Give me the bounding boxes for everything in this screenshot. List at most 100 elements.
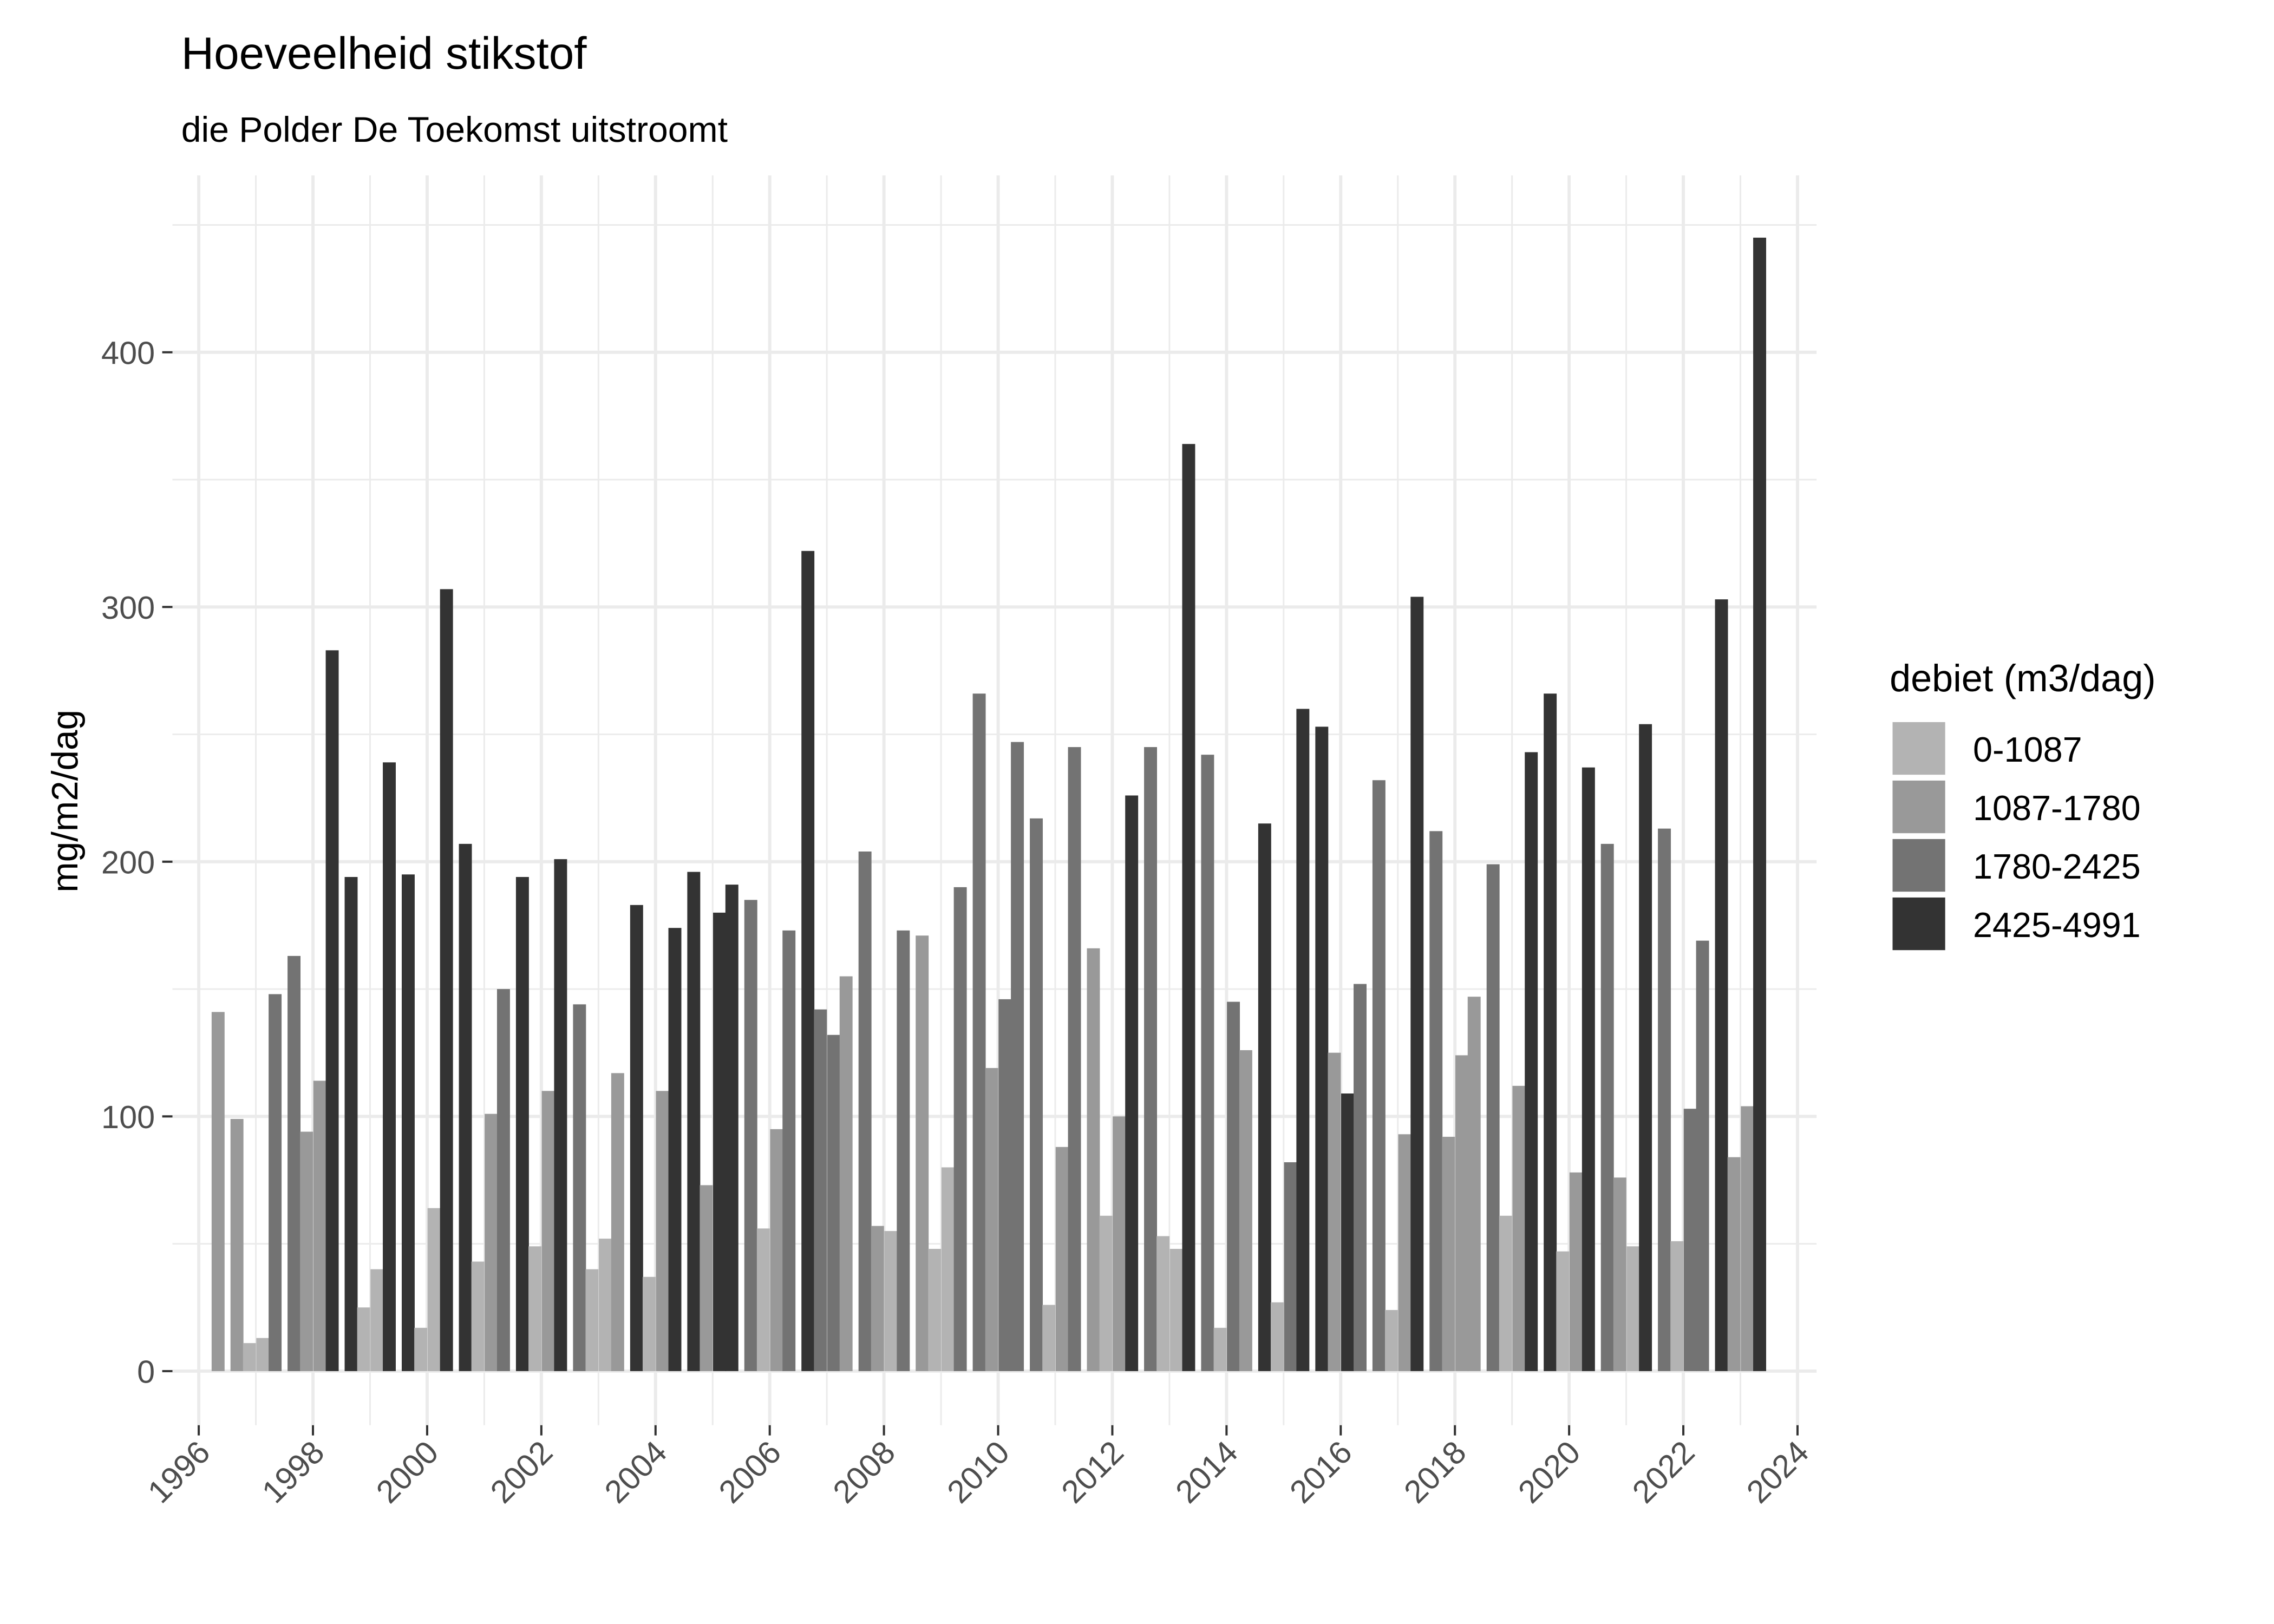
bar bbox=[839, 976, 853, 1371]
bar bbox=[1715, 599, 1728, 1371]
bar bbox=[440, 589, 453, 1371]
bar bbox=[1354, 984, 1367, 1371]
bar bbox=[1182, 444, 1195, 1371]
bar bbox=[744, 900, 757, 1371]
bar bbox=[1144, 747, 1158, 1371]
bar bbox=[1125, 795, 1139, 1371]
bar bbox=[1429, 831, 1443, 1371]
legend: debiet (m3/dag) 0-1087 1087-1780 1780-2425… bbox=[1890, 657, 2156, 951]
bar bbox=[725, 885, 739, 1371]
bar bbox=[599, 1239, 612, 1371]
bar bbox=[941, 1167, 955, 1371]
bar bbox=[541, 1091, 555, 1371]
bar bbox=[1328, 1052, 1341, 1371]
bar bbox=[1042, 1305, 1056, 1371]
legend-key bbox=[1892, 839, 1945, 892]
bar bbox=[485, 1114, 498, 1371]
bars bbox=[211, 238, 1766, 1371]
bar bbox=[1696, 940, 1709, 1371]
bar bbox=[496, 989, 510, 1371]
bar bbox=[1467, 997, 1481, 1371]
bar bbox=[713, 912, 726, 1371]
bar bbox=[402, 874, 415, 1371]
bar bbox=[1258, 823, 1271, 1371]
bar bbox=[427, 1208, 441, 1371]
y-tick-label: 0 bbox=[137, 1353, 155, 1390]
x-tick-label: 2000 bbox=[369, 1434, 446, 1510]
bar bbox=[916, 935, 929, 1371]
bar bbox=[668, 928, 682, 1371]
bar bbox=[256, 1338, 270, 1371]
bar bbox=[1315, 726, 1329, 1371]
bar bbox=[1442, 1136, 1455, 1371]
bar bbox=[573, 1004, 586, 1371]
bar bbox=[1296, 709, 1310, 1371]
bar bbox=[985, 1068, 998, 1371]
bar bbox=[1600, 843, 1614, 1371]
bar bbox=[770, 1129, 783, 1371]
bar bbox=[414, 1327, 428, 1371]
bar bbox=[884, 1231, 898, 1371]
bar bbox=[1341, 1093, 1354, 1371]
bar bbox=[554, 859, 567, 1371]
bar bbox=[700, 1185, 713, 1371]
legend-key bbox=[1892, 780, 1945, 834]
bar bbox=[928, 1249, 942, 1371]
bar bbox=[313, 1081, 326, 1371]
y-tick-label: 100 bbox=[101, 1099, 155, 1135]
bar bbox=[1011, 742, 1024, 1371]
bar bbox=[972, 693, 986, 1371]
x-tick-label: 2006 bbox=[711, 1434, 788, 1510]
y-tick-label: 400 bbox=[101, 335, 155, 371]
bar bbox=[827, 1034, 840, 1371]
x-tick-label: 2012 bbox=[1054, 1434, 1131, 1510]
bar bbox=[1512, 1085, 1526, 1371]
bar bbox=[1486, 864, 1500, 1371]
bar bbox=[230, 1119, 244, 1371]
bar bbox=[287, 955, 301, 1371]
bar bbox=[1544, 693, 1557, 1371]
bar bbox=[1670, 1241, 1684, 1371]
bar bbox=[1113, 1116, 1126, 1371]
bar bbox=[383, 762, 396, 1371]
bar bbox=[953, 887, 967, 1371]
bar bbox=[357, 1307, 370, 1371]
x-tick-label: 1996 bbox=[141, 1434, 217, 1510]
bar bbox=[1270, 1302, 1284, 1371]
bar bbox=[1639, 724, 1652, 1371]
bar bbox=[528, 1246, 541, 1371]
bar bbox=[1753, 238, 1766, 1371]
bar bbox=[687, 872, 701, 1371]
x-tick-label: 2014 bbox=[1168, 1434, 1245, 1510]
bar bbox=[1613, 1177, 1626, 1371]
x-tick-label: 2016 bbox=[1283, 1434, 1359, 1510]
bar bbox=[1284, 1162, 1297, 1371]
bar bbox=[1626, 1246, 1640, 1371]
bar bbox=[1525, 752, 1538, 1371]
bar bbox=[1030, 818, 1043, 1371]
bar bbox=[1455, 1055, 1468, 1371]
y-tick-label: 200 bbox=[101, 844, 155, 880]
bar bbox=[211, 1012, 225, 1371]
x-tick-label: 2022 bbox=[1625, 1434, 1702, 1510]
bar bbox=[782, 930, 796, 1371]
bar bbox=[1384, 1309, 1398, 1371]
legend-label: 2425-4991 bbox=[1973, 905, 2141, 945]
x-tick-label: 1998 bbox=[255, 1434, 331, 1510]
bar bbox=[801, 551, 815, 1371]
bar bbox=[269, 994, 282, 1371]
bar bbox=[300, 1131, 313, 1371]
y-tick-label: 300 bbox=[101, 590, 155, 626]
bar bbox=[1227, 1001, 1240, 1371]
legend-label: 1087-1780 bbox=[1973, 788, 2141, 828]
bar bbox=[814, 1009, 827, 1371]
bar bbox=[1398, 1134, 1412, 1371]
chart-subtitle: die Polder De Toekomst uitstroomt bbox=[181, 110, 728, 150]
x-tick-label: 2024 bbox=[1740, 1434, 1816, 1510]
bar bbox=[630, 905, 643, 1371]
bar bbox=[471, 1261, 485, 1371]
bar bbox=[858, 851, 872, 1371]
bar bbox=[1087, 948, 1100, 1371]
bar bbox=[1372, 780, 1386, 1371]
